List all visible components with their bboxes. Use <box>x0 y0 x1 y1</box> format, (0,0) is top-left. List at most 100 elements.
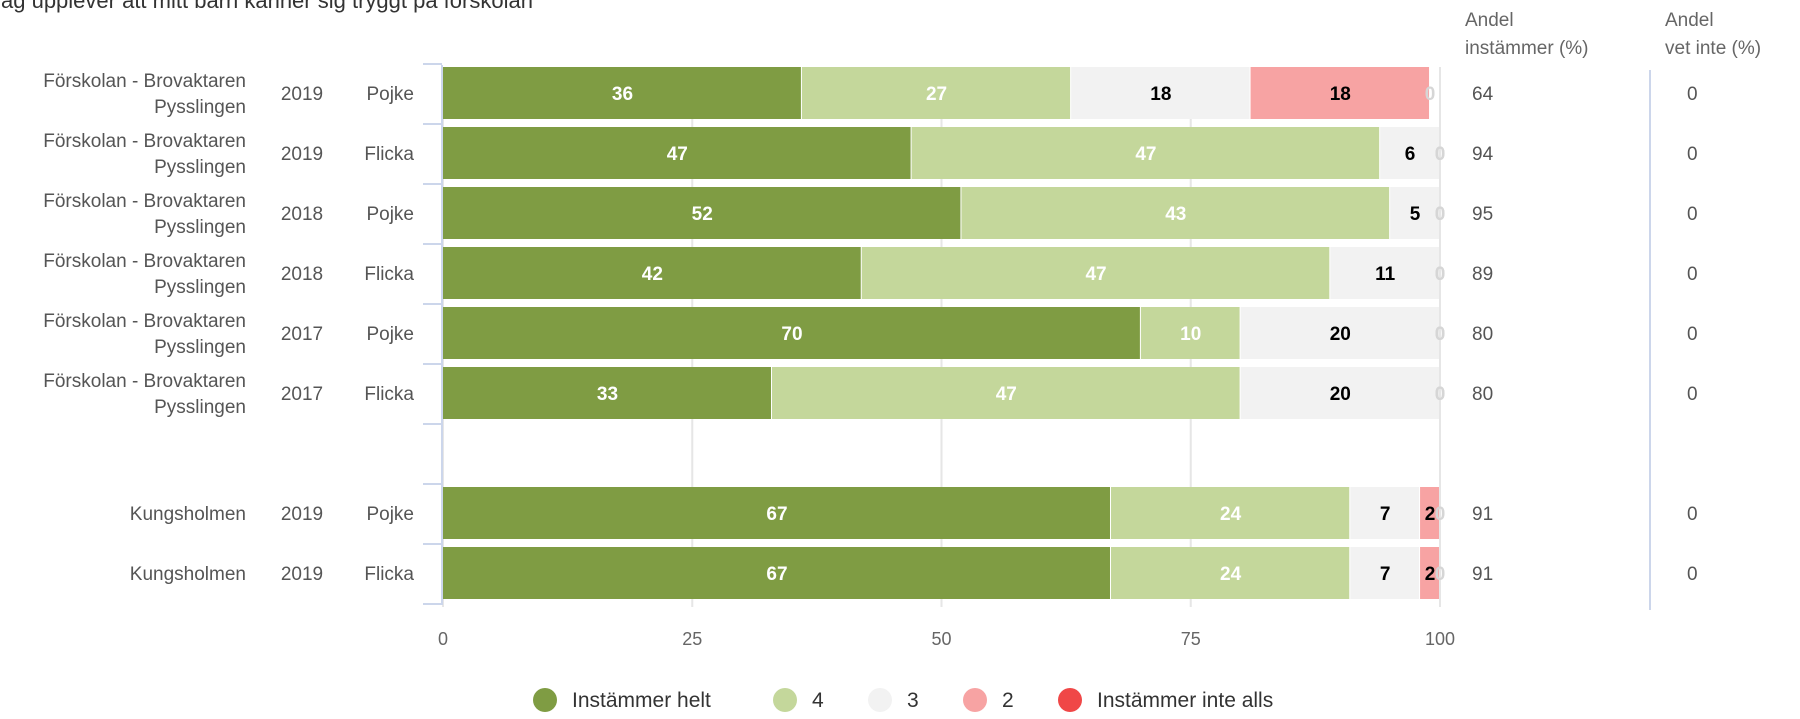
school-label: Förskolan - Brovaktaren <box>43 71 246 92</box>
year-label: 2019 <box>281 504 323 525</box>
data-label: 47 <box>996 384 1017 405</box>
col-instammer-header-line1: Andel <box>1465 10 1514 31</box>
bar-segment <box>961 187 1390 239</box>
col-vetinte-header-line1: Andel <box>1665 10 1714 31</box>
x-axis-ticks: 0 25 50 75 100 <box>438 629 1455 649</box>
bar-segment <box>443 547 1110 599</box>
data-label: 33 <box>597 384 618 405</box>
bar-segment <box>443 367 772 419</box>
data-label: 24 <box>1220 504 1242 525</box>
data-label: 0 <box>1435 564 1446 585</box>
data-label: 24 <box>1220 564 1242 585</box>
col-instammer-header-line2: instämmer (%) <box>1465 38 1589 59</box>
data-label: 10 <box>1180 324 1201 345</box>
data-label: 67 <box>766 504 787 525</box>
bar-segment <box>1330 247 1439 299</box>
column-values: 64 0 94 0 95 0 89 0 80 0 80 0 91 0 91 0 <box>1472 84 1698 585</box>
data-label: 0 <box>1435 504 1446 525</box>
school-label: Pysslingen <box>154 337 246 358</box>
data-label: 0 <box>1435 144 1446 165</box>
col-vetinte-header-line2: vet inte (%) <box>1665 38 1761 59</box>
andel-vet-inte-value: 0 <box>1687 264 1698 285</box>
bar-segment <box>861 247 1330 299</box>
data-label: 0 <box>1435 264 1446 285</box>
bar-segment <box>443 127 911 179</box>
andel-instammer-value: 91 <box>1472 504 1493 525</box>
gender-label: Flicka <box>364 564 414 585</box>
school-label: Förskolan - Brovaktaren <box>43 311 246 332</box>
andel-vet-inte-value: 0 <box>1687 144 1698 165</box>
x-tick-label: 25 <box>682 629 702 649</box>
bar-segment <box>1071 67 1250 119</box>
school-label: Förskolan - Brovaktaren <box>43 131 246 152</box>
data-label: 0 <box>1435 264 1446 285</box>
legend-label: 4 <box>812 689 824 712</box>
legend-marker <box>963 688 987 712</box>
bar-segment <box>1350 547 1420 599</box>
bar-segment <box>1390 187 1439 239</box>
data-label: 47 <box>667 144 688 165</box>
andel-vet-inte-value: 0 <box>1687 384 1698 405</box>
gender-label: Flicka <box>364 384 414 405</box>
category-labels: Förskolan - Brovaktaren Pysslingen 2019 Poj… <box>43 71 414 585</box>
andel-instammer-value: 80 <box>1472 324 1493 345</box>
andel-vet-inte-value: 0 <box>1687 324 1698 345</box>
school-label: Pysslingen <box>154 397 246 418</box>
year-label: 2018 <box>281 264 323 285</box>
bar-segment <box>443 187 961 239</box>
gender-label: Pojke <box>366 324 414 345</box>
data-label: 0 <box>1435 324 1446 345</box>
andel-vet-inte-value: 0 <box>1687 564 1698 585</box>
bar-segment <box>1250 67 1430 119</box>
year-label: 2018 <box>281 204 323 225</box>
andel-instammer-value: 64 <box>1472 84 1494 105</box>
school-label: Förskolan - Brovaktaren <box>43 371 246 392</box>
school-label: Kungsholmen <box>130 564 246 585</box>
andel-instammer-value: 89 <box>1472 264 1493 285</box>
column-headers: Andel instämmer (%) Andel vet inte (%) <box>1465 10 1761 59</box>
bar-segment <box>1140 307 1240 359</box>
data-label: 2 <box>1425 564 1436 585</box>
andel-instammer-value: 94 <box>1472 144 1494 165</box>
legend-label: Instämmer inte alls <box>1097 689 1273 712</box>
data-label: 18 <box>1330 84 1351 105</box>
data-label: 11 <box>1375 264 1396 285</box>
school-label: Pysslingen <box>154 157 246 178</box>
data-label: 6 <box>1405 144 1416 165</box>
andel-instammer-value: 91 <box>1472 564 1493 585</box>
data-label: 20 <box>1330 384 1351 405</box>
data-label: 0 <box>1435 384 1446 405</box>
bar-segment <box>443 307 1140 359</box>
data-label: 67 <box>766 564 787 585</box>
data-label: 2 <box>1425 504 1436 525</box>
gender-label: Pojke <box>366 504 414 525</box>
x-tick-label: 100 <box>1425 629 1455 649</box>
bar-segment <box>911 127 1380 179</box>
legend-marker <box>533 688 557 712</box>
gender-label: Pojke <box>366 84 414 105</box>
year-label: 2019 <box>281 144 323 165</box>
andel-instammer-value: 80 <box>1472 384 1493 405</box>
data-label: 18 <box>1150 84 1171 105</box>
data-label: 0 <box>1435 324 1446 345</box>
data-label: 5 <box>1410 204 1421 225</box>
bar-segment <box>443 67 801 119</box>
year-label: 2019 <box>281 564 323 585</box>
legend-label: 3 <box>907 689 919 712</box>
bar-segment <box>1110 487 1350 539</box>
year-label: 2017 <box>281 384 323 405</box>
school-label: Kungsholmen <box>130 504 246 525</box>
bar-segment <box>1110 547 1350 599</box>
gender-label: Flicka <box>364 264 414 285</box>
andel-vet-inte-value: 0 <box>1687 84 1698 105</box>
data-label: 0 <box>1435 204 1446 225</box>
legend-marker <box>1058 688 1082 712</box>
school-label: Pysslingen <box>154 217 246 238</box>
bar-segment <box>1380 127 1439 179</box>
data-label: 0 <box>1435 144 1446 165</box>
x-tick-label: 50 <box>931 629 951 649</box>
legend-marker <box>773 688 797 712</box>
year-label: 2017 <box>281 324 323 345</box>
data-label: 7 <box>1380 564 1391 585</box>
year-label: 2019 <box>281 84 323 105</box>
